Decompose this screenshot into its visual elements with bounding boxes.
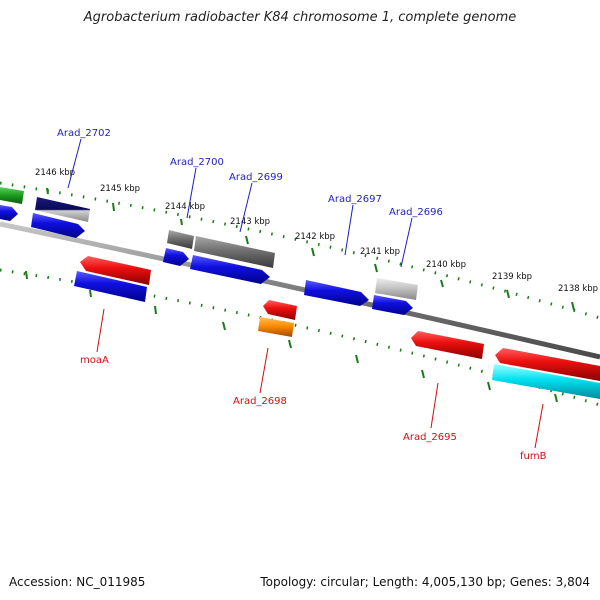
scale-label: 2144 kbp xyxy=(165,202,205,212)
gene-arrow-blue[interactable] xyxy=(31,213,85,238)
gene-label-Arad_2702[interactable]: Arad_2702 xyxy=(57,128,111,139)
scale-label: 2142 kbp xyxy=(295,232,335,242)
scale-label: 2140 kbp xyxy=(426,260,466,270)
forward-major-ticks xyxy=(46,187,575,311)
gene-arrow-fumB[interactable] xyxy=(495,348,600,381)
gene-arrow-blue[interactable] xyxy=(0,205,18,221)
label-leaders xyxy=(67,138,544,449)
gene-arrow-Arad_2702[interactable] xyxy=(35,197,90,222)
gene-label-Arad_2698[interactable]: Arad_2698 xyxy=(233,396,287,407)
gene-label-Arad_2695[interactable]: Arad_2695 xyxy=(403,432,457,443)
accession-text: Accession: NC_011985 xyxy=(9,575,146,589)
gene-arrow-Arad_2696[interactable] xyxy=(375,278,418,300)
gene-label-Arad_2699[interactable]: Arad_2699 xyxy=(229,172,283,183)
reverse-major-ticks xyxy=(25,270,558,403)
gene-arrow-blue[interactable] xyxy=(74,271,147,302)
reverse-genes xyxy=(74,256,600,399)
scale-label: 2145 kbp xyxy=(100,184,140,194)
scale-label: 2146 kbp xyxy=(35,168,75,178)
scale-label: 2141 kbp xyxy=(360,247,400,257)
gene-label-fumB[interactable]: fumB xyxy=(520,451,547,462)
forward-tick-ring xyxy=(0,181,600,320)
gene-label-Arad_2700[interactable]: Arad_2700 xyxy=(170,157,224,168)
scale-labels: 2146 kbp 2145 kbp 2144 kbp 2143 kbp 2142… xyxy=(35,168,598,294)
forward-genes xyxy=(0,187,418,315)
gene-arrow-Arad_2697[interactable] xyxy=(304,280,369,306)
gene-arrow-Arad_2698[interactable] xyxy=(263,300,297,320)
gene-label-moaA[interactable]: moaA xyxy=(80,355,109,366)
genome-summary-text: Topology: circular; Length: 4,005,130 bp… xyxy=(260,575,590,589)
gene-arrow-Arad_2700[interactable] xyxy=(167,230,194,249)
gene-arrow-blue[interactable] xyxy=(372,295,413,315)
gene-arrow-blue[interactable] xyxy=(163,248,189,266)
gene-label-Arad_2696[interactable]: Arad_2696 xyxy=(389,207,443,218)
gene-labels: Arad_2702 Arad_2700 Arad_2699 Arad_2697 … xyxy=(57,128,547,462)
scale-label: 2143 kbp xyxy=(230,217,270,227)
map-title: Agrobacterium radiobacter K84 chromosome… xyxy=(83,10,517,25)
gene-arrow-Arad_2695[interactable] xyxy=(411,331,484,359)
scale-label: 2139 kbp xyxy=(492,272,532,282)
scale-label: 2138 kbp xyxy=(558,284,598,294)
chromosome-backbone xyxy=(0,221,600,360)
gene-arrow-cyan[interactable] xyxy=(492,364,600,399)
gene-arrow-blue[interactable] xyxy=(190,255,270,284)
gene-arrow-green[interactable] xyxy=(0,187,24,204)
gene-arrow-moaA[interactable] xyxy=(80,256,151,285)
gene-arrow-orange[interactable] xyxy=(258,317,294,337)
gene-arrow-Arad_2699[interactable] xyxy=(194,236,275,268)
gene-label-Arad_2697[interactable]: Arad_2697 xyxy=(328,194,382,205)
